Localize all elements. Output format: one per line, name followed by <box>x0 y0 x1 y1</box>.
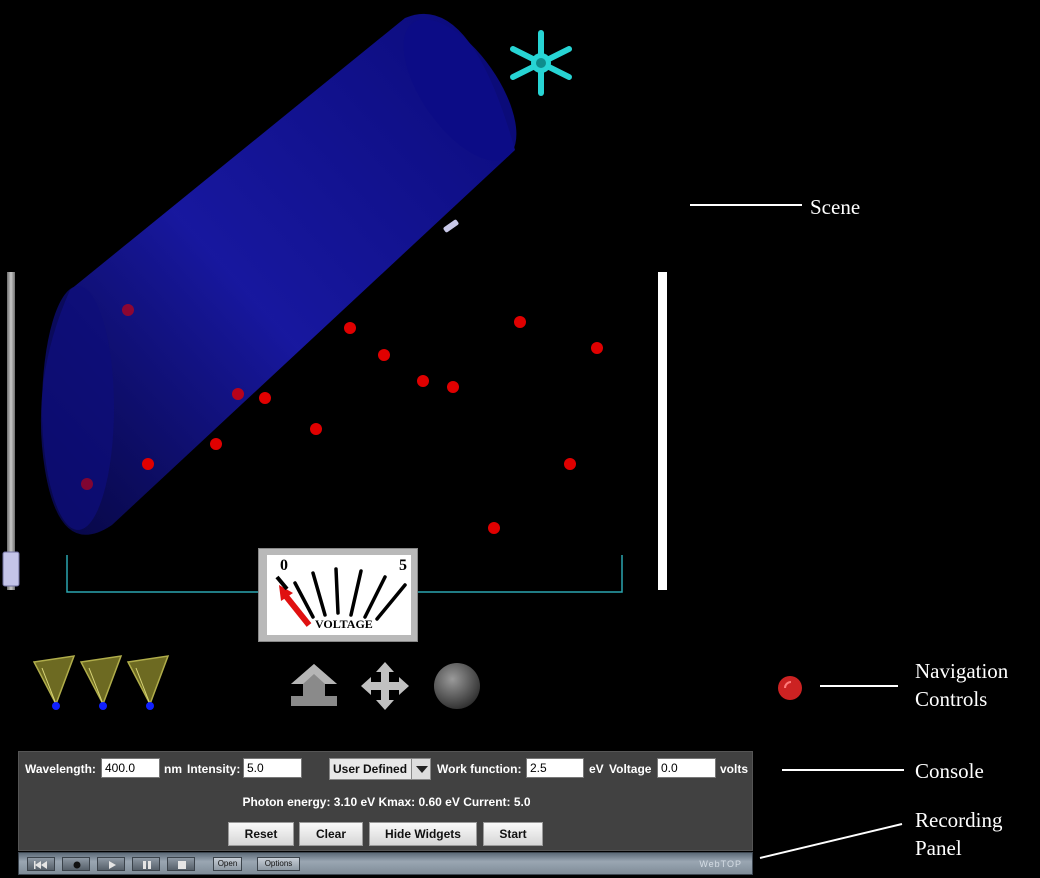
pan-tool-icon[interactable] <box>361 662 409 710</box>
play-button[interactable] <box>97 857 125 871</box>
meter-caption: VOLTAGE <box>315 617 373 631</box>
start-button[interactable]: Start <box>483 822 543 846</box>
electron <box>259 392 271 404</box>
navigation-tools <box>291 662 480 710</box>
work-function-label: Work function: <box>437 762 522 776</box>
examine-tool-icon[interactable] <box>434 663 480 709</box>
chevron-down-icon[interactable] <box>411 758 431 780</box>
intensity-label: Intensity: <box>187 762 241 776</box>
play-icon <box>109 861 116 869</box>
electron <box>378 349 390 361</box>
pause-icon <box>143 861 151 869</box>
record-button[interactable] <box>62 857 90 871</box>
stop-button[interactable] <box>167 857 195 871</box>
photon-marker <box>443 219 459 233</box>
wavelength-unit: nm <box>164 762 182 776</box>
electron <box>122 304 134 316</box>
voltage-meter: 0 5 VOLTAGE <box>258 548 418 642</box>
readout-text: Photon energy: 3.10 eV Kmax: 0.60 eV Cur… <box>242 795 531 809</box>
light-source-cylinder[interactable] <box>40 1 538 535</box>
electron <box>310 423 322 435</box>
work-function-input[interactable] <box>526 758 584 778</box>
recording-annotation-line2: Panel <box>915 836 962 860</box>
electron <box>232 388 244 400</box>
clear-button[interactable]: Clear <box>299 822 363 846</box>
rewind-icon <box>34 861 47 869</box>
voltage-meter-face: 0 5 VOLTAGE <box>267 555 411 635</box>
navigation-annotation-line1: Navigation <box>915 659 1009 683</box>
intensity-input[interactable] <box>243 758 302 778</box>
navigation-annotation-line2: Controls <box>915 687 988 711</box>
electron <box>488 522 500 534</box>
voltage-slider-handle[interactable] <box>2 551 20 587</box>
rewind-button[interactable] <box>27 857 55 871</box>
electron <box>81 478 93 490</box>
wavelength-input[interactable] <box>101 758 160 778</box>
open-button[interactable]: Open <box>213 857 242 871</box>
electron <box>591 342 603 354</box>
brand-logo: WebTOP <box>699 859 742 869</box>
electron <box>210 438 222 450</box>
anode-plate <box>658 272 667 590</box>
widget-cone-icon[interactable] <box>79 655 123 710</box>
console-pointer-line <box>782 769 904 771</box>
meter-max-label: 5 <box>399 557 407 574</box>
console-panel: Wavelength: nm Intensity: User Defined W… <box>18 751 753 851</box>
recording-panel: Open Options WebTOP <box>18 852 753 875</box>
scene-annotation: Scene <box>810 195 861 219</box>
voltage-meter-gauge <box>275 567 407 627</box>
circuit-wire <box>66 555 258 593</box>
electron <box>447 381 459 393</box>
widget-cone-icon[interactable] <box>32 655 76 710</box>
record-icon <box>73 861 81 869</box>
hide-widgets-button[interactable]: Hide Widgets <box>369 822 477 846</box>
circuit-wire <box>418 555 623 593</box>
work-function-unit: eV <box>589 762 604 776</box>
electron <box>514 316 526 328</box>
voltage-label: Voltage <box>609 762 652 776</box>
electron <box>417 375 429 387</box>
voltage-input[interactable] <box>657 758 716 778</box>
navigation-pointer-line <box>820 685 898 687</box>
cathode-plate <box>7 272 15 590</box>
wavelength-label: Wavelength: <box>25 762 96 776</box>
electron <box>344 322 356 334</box>
recording-annotation-line1: Recording <box>915 808 1003 832</box>
electron <box>142 458 154 470</box>
elevator-tool-icon[interactable] <box>291 664 337 706</box>
scene-view[interactable] <box>0 0 1040 650</box>
stop-icon <box>178 861 186 869</box>
light-position-widget-icon[interactable] <box>510 30 572 96</box>
widget-tools <box>32 655 170 710</box>
navigation-control-button[interactable] <box>776 674 804 702</box>
console-annotation: Console <box>915 759 984 783</box>
recording-pointer-line <box>759 823 903 859</box>
scene-pointer-line <box>690 204 802 206</box>
widget-cone-icon[interactable] <box>126 655 170 710</box>
options-button[interactable]: Options <box>257 857 300 871</box>
electrons <box>81 304 603 534</box>
voltage-unit: volts <box>720 762 749 776</box>
meter-min-label: 0 <box>280 557 288 574</box>
electron <box>564 458 576 470</box>
pause-button[interactable] <box>132 857 160 871</box>
reset-button[interactable]: Reset <box>228 822 294 846</box>
voltage-needle-icon <box>275 575 312 627</box>
